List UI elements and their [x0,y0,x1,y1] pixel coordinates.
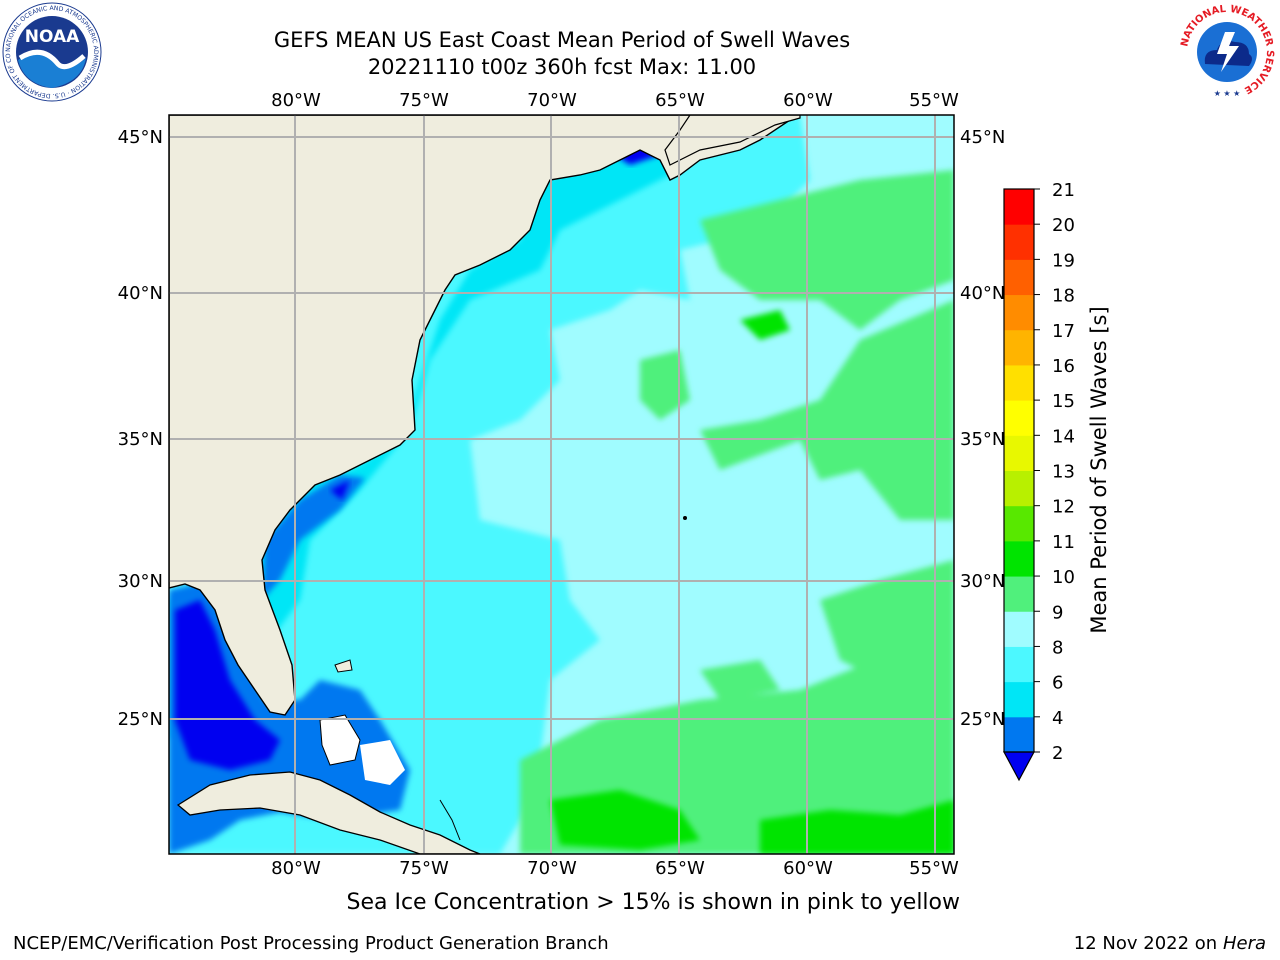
colorbar-tick-label: 20 [1052,215,1075,236]
colorbar-segment [1004,646,1034,683]
lat-labels-left: 45°N 40°N 35°N 30°N 25°N [118,127,163,730]
period-10-11s-region [550,310,954,854]
colorbar-tick-label: 21 [1052,180,1075,201]
lon-label-80w-bottom: 80°W [271,858,321,879]
lon-label-55w-top: 55°W [909,90,959,111]
lon-label-65w-bottom: 65°W [655,858,705,879]
colorbar-segment [1004,329,1034,366]
period-9-10s-region [520,170,954,854]
land-cuba [176,771,481,854]
land-bahamas [319,714,361,766]
colorbar-tick-label: 12 [1052,497,1075,518]
lon-labels-top: 80°W 75°W 70°W 65°W 60°W 55°W [271,90,959,111]
footer-date: 12 Nov 2022 on Hera [1074,933,1266,954]
lat-label-45n-right: 45°N [960,127,1005,148]
lon-label-70w-top: 70°W [527,90,577,111]
lon-label-60w-bottom: 60°W [783,858,833,879]
colorbar-segment [1004,224,1034,260]
colorbar-segment [1004,259,1034,296]
colorbar-tick-label: 13 [1052,462,1075,483]
lon-labels-bottom: 80°W 75°W 70°W 65°W 60°W 55°W [271,858,959,879]
colorbar-tick-label: 17 [1052,321,1075,342]
lon-label-65w-top: 65°W [655,90,705,111]
colorbar-tick-label: 10 [1052,567,1075,588]
lat-labels-right: 45°N 40°N 35°N 30°N 25°N [960,127,1005,730]
lat-label-25n-right: 25°N [960,709,1005,730]
colorbar-tick-label: 2 [1052,743,1063,764]
footer-host: Hera [1222,933,1266,954]
footer-credit: NCEP/EMC/Verification Post Processing Pr… [13,933,609,954]
lon-label-80w-top: 80°W [271,90,321,111]
colorbar-segment [1004,189,1034,225]
colorbar-label: Mean Period of Swell Waves [s] [1087,306,1111,633]
lat-label-30n-right: 30°N [960,571,1005,592]
noaa-logo-text: NOAA [25,27,80,47]
svg-text:★ ★ ★: ★ ★ ★ [1214,89,1241,98]
colorbar-segment [1004,681,1034,718]
colorbar-segment [1004,470,1034,507]
lat-label-40n-left: 40°N [118,283,163,304]
lon-label-75w-bottom: 75°W [399,858,449,879]
footer-date-text: 12 Nov 2022 on [1073,933,1218,954]
lat-label-25n-left: 25°N [118,709,163,730]
colorbar-segment [1004,400,1034,436]
land-maritimes [664,115,801,166]
lon-label-70w-bottom: 70°W [527,858,577,879]
lon-label-60w-top: 60°W [783,90,833,111]
colorbar-extend-arrow [1002,751,1036,782]
lat-label-40n-right: 40°N [960,283,1005,304]
lat-label-35n-right: 35°N [960,429,1005,450]
colorbar-tick-label: 15 [1052,391,1075,412]
colorbar-segment [1004,364,1034,401]
lon-label-55w-bottom: 55°W [909,858,959,879]
period-6-8s-region [169,115,810,854]
colorbar-tick-label: 8 [1052,637,1063,658]
sea-ice-caption: Sea Ice Concentration > 15% is shown in … [346,890,960,915]
lat-label-35n-left: 35°N [118,429,163,450]
lon-label-75w-top: 75°W [399,90,449,111]
colorbar-tick-label: 4 [1052,708,1063,729]
colorbar-tick-label: 16 [1052,356,1075,377]
colorbar-segment [1004,611,1034,647]
colorbar-tick-label: 11 [1052,532,1075,553]
colorbar-tick-label: 19 [1052,250,1075,271]
noaa-logo: NATIONAL OCEANIC AND ATMOSPHERIC ADMINIS… [2,2,102,102]
colorbar-segment [1004,716,1034,753]
chart-title: GEFS MEAN US East Coast Mean Period of S… [273,28,851,52]
chart-subtitle: 20221110 t00z 360h fcst Max: 11.00 [367,55,757,79]
lat-label-30n-left: 30°N [118,571,163,592]
colorbar: 2 4 6 8 9 10 11 12 13 14 15 16 17 18 19 20 21 [1002,180,1075,782]
period-below-2s-region [175,600,280,770]
colorbar-tick-label: 18 [1052,286,1075,307]
lat-label-45n-left: 45°N [118,127,163,148]
map-frame [168,114,955,855]
colorbar-tick-label: 6 [1052,673,1063,694]
graticule [169,115,954,854]
land-north-america [169,115,801,716]
colorbar-tick-label: 14 [1052,426,1075,447]
colorbar-tick-label: 9 [1052,602,1063,623]
colorbar-segment [1004,294,1034,331]
colorbar-segment [1004,505,1034,542]
colorbar-segment [1004,576,1034,612]
nws-logo: NATIONAL WEATHER SERVICE ★ ★ ★ [1178,3,1276,101]
colorbar-segment [1004,435,1034,471]
colorbar-segment [1004,540,1034,577]
period-4-6s-region [169,145,680,740]
